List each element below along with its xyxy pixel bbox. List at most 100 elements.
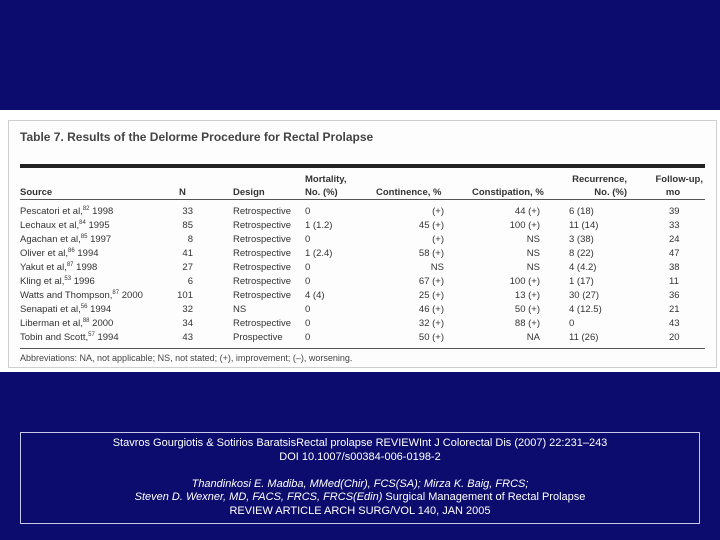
cell-source: Tobin and Scott,57 1994 (20, 332, 119, 344)
reference-number: 53 (64, 276, 72, 282)
source-year: 1998 (73, 262, 98, 273)
table-footnote: Abbreviations: NA, not applicable; NS, n… (20, 353, 353, 363)
cell-design: Retrospective (233, 276, 292, 287)
cell-mortality: 0 (305, 206, 311, 217)
cell-followup: 21 (669, 304, 680, 315)
cell-continence: 25 (+) (418, 290, 444, 301)
cell-n: 43 (182, 332, 193, 343)
cell-n: 32 (182, 304, 193, 315)
reference-number: 57 (88, 332, 95, 338)
source-name: Senapati et al, (20, 304, 81, 315)
source-year: 1998 (89, 206, 114, 217)
reference-spacer (21, 464, 699, 478)
cell-mortality: 0 (305, 234, 311, 245)
cell-continence: 32 (+) (418, 318, 444, 329)
cell-constipation: NS (526, 248, 540, 259)
table-figure: Table 7. Results of the Delorme Procedur… (8, 120, 717, 368)
reference-number: 82 (82, 206, 90, 212)
cell-followup: 11 (669, 276, 679, 287)
cell-design: Retrospective (233, 234, 292, 245)
reference-line-4-title: Surgical Management of Rectal Prolapse (382, 491, 586, 504)
cell-design: Retrospective (233, 248, 292, 259)
cell-recurrence: 30 (27) (569, 290, 600, 301)
source-year: 1996 (71, 276, 95, 287)
cell-continence: (+) (432, 206, 444, 217)
cell-design: Retrospective (233, 220, 292, 231)
cell-source: Senapati et al,56 1994 (20, 304, 111, 316)
cell-design: Retrospective (233, 206, 292, 217)
cell-n: 6 (187, 276, 193, 287)
header-constipation: Constipation, % (472, 187, 544, 198)
cell-design: Retrospective (233, 262, 292, 273)
cell-continence: 58 (+) (418, 248, 444, 259)
source-name: Lechaux et al, (20, 220, 80, 231)
source-name: Tobin and Scott, (20, 332, 89, 343)
header-recurrence-line1: Recurrence, (572, 174, 627, 185)
source-name: Yakut et al, (20, 262, 67, 273)
cell-followup: 36 (669, 290, 680, 301)
cell-mortality: 0 (305, 318, 311, 329)
cell-followup: 38 (669, 262, 680, 273)
cell-constipation: 50 (+) (514, 304, 540, 315)
reference-line-4-authors: Steven D. Wexner, MD, FACS, FRCS, FRCS(E… (134, 491, 383, 504)
cell-constipation: 13 (+) (514, 290, 540, 301)
cell-design: Prospective (233, 332, 283, 343)
cell-n: 41 (182, 248, 193, 259)
cell-recurrence: 4 (12.5) (569, 304, 602, 315)
header-mortality-line2: No. (%) (305, 187, 338, 198)
reference-number: 86 (68, 248, 75, 254)
header-followup-line2: mo (665, 187, 681, 198)
cell-continence: (+) (432, 234, 444, 245)
cell-source: Pescatori et al,82 1998 (20, 206, 113, 218)
cell-n: 27 (182, 262, 193, 273)
cell-n: 85 (182, 220, 193, 231)
cell-followup: 43 (669, 318, 680, 329)
cell-continence: NS (430, 262, 444, 273)
cell-constipation: 44 (+) (514, 206, 540, 217)
reference-line-3: Thandinkosi E. Madiba, MMed(Chir), FCS(S… (191, 477, 529, 490)
cell-continence: 46 (+) (418, 304, 444, 315)
header-source: Source (20, 187, 53, 198)
table-bottom-rule (20, 348, 705, 349)
cell-n: 34 (182, 318, 193, 329)
source-name: Oliver et al, (20, 248, 69, 259)
header-recurrence-line2: No. (%) (594, 187, 627, 198)
reference-box: Stavros Gourgiotis & Sotirios BaratsisRe… (20, 432, 700, 524)
source-year: 1995 (85, 220, 110, 231)
cell-mortality: 0 (305, 304, 311, 315)
cell-mortality: 0 (305, 332, 311, 343)
reference-number: 88 (82, 318, 90, 324)
cell-source: Yakut et al,87 1998 (20, 262, 97, 274)
reference-line-4: Steven D. Wexner, MD, FACS, FRCS, FRCS(E… (21, 491, 699, 505)
reference-line-2: DOI 10.1007/s00384-006-0198-2 (279, 450, 441, 463)
header-n: N (179, 187, 186, 198)
cell-source: Liberman et al,88 2000 (20, 318, 113, 330)
cell-mortality: 1 (2.4) (305, 248, 333, 259)
cell-design: Retrospective (233, 318, 292, 329)
cell-constipation: NS (526, 262, 540, 273)
header-design: Design (233, 187, 265, 198)
cell-continence: 67 (+) (418, 276, 444, 287)
reference-number: 87 (66, 262, 74, 268)
header-followup-line1: Follow-up, (655, 174, 704, 185)
cell-mortality: 4 (4) (305, 290, 325, 301)
source-year: 1997 (87, 234, 112, 245)
cell-mortality: 0 (305, 262, 311, 273)
header-mortality-line1: Mortality, (305, 174, 347, 185)
cell-constipation: NS (526, 234, 540, 245)
cell-recurrence: 11 (26) (569, 332, 599, 343)
source-name: Pescatori et al, (20, 206, 83, 217)
cell-mortality: 1 (1.2) (305, 220, 333, 231)
cell-followup: 20 (669, 332, 680, 343)
cell-recurrence: 4 (4.2) (569, 262, 597, 273)
cell-constipation: 88 (+) (514, 318, 540, 329)
cell-constipation: NA (526, 332, 540, 343)
source-name: Kling et al, (20, 276, 65, 287)
cell-source: Lechaux et al,84 1995 (20, 220, 110, 232)
cell-followup: 33 (669, 220, 680, 231)
reference-number: 56 (80, 304, 88, 310)
table-header-rule (20, 199, 705, 200)
cell-n: 101 (177, 290, 193, 301)
cell-mortality: 0 (305, 276, 311, 287)
cell-source: Watts and Thompson,87 2000 (20, 290, 143, 302)
